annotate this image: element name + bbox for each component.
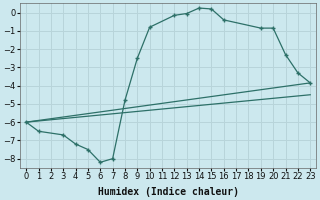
X-axis label: Humidex (Indice chaleur): Humidex (Indice chaleur) — [98, 186, 239, 197]
